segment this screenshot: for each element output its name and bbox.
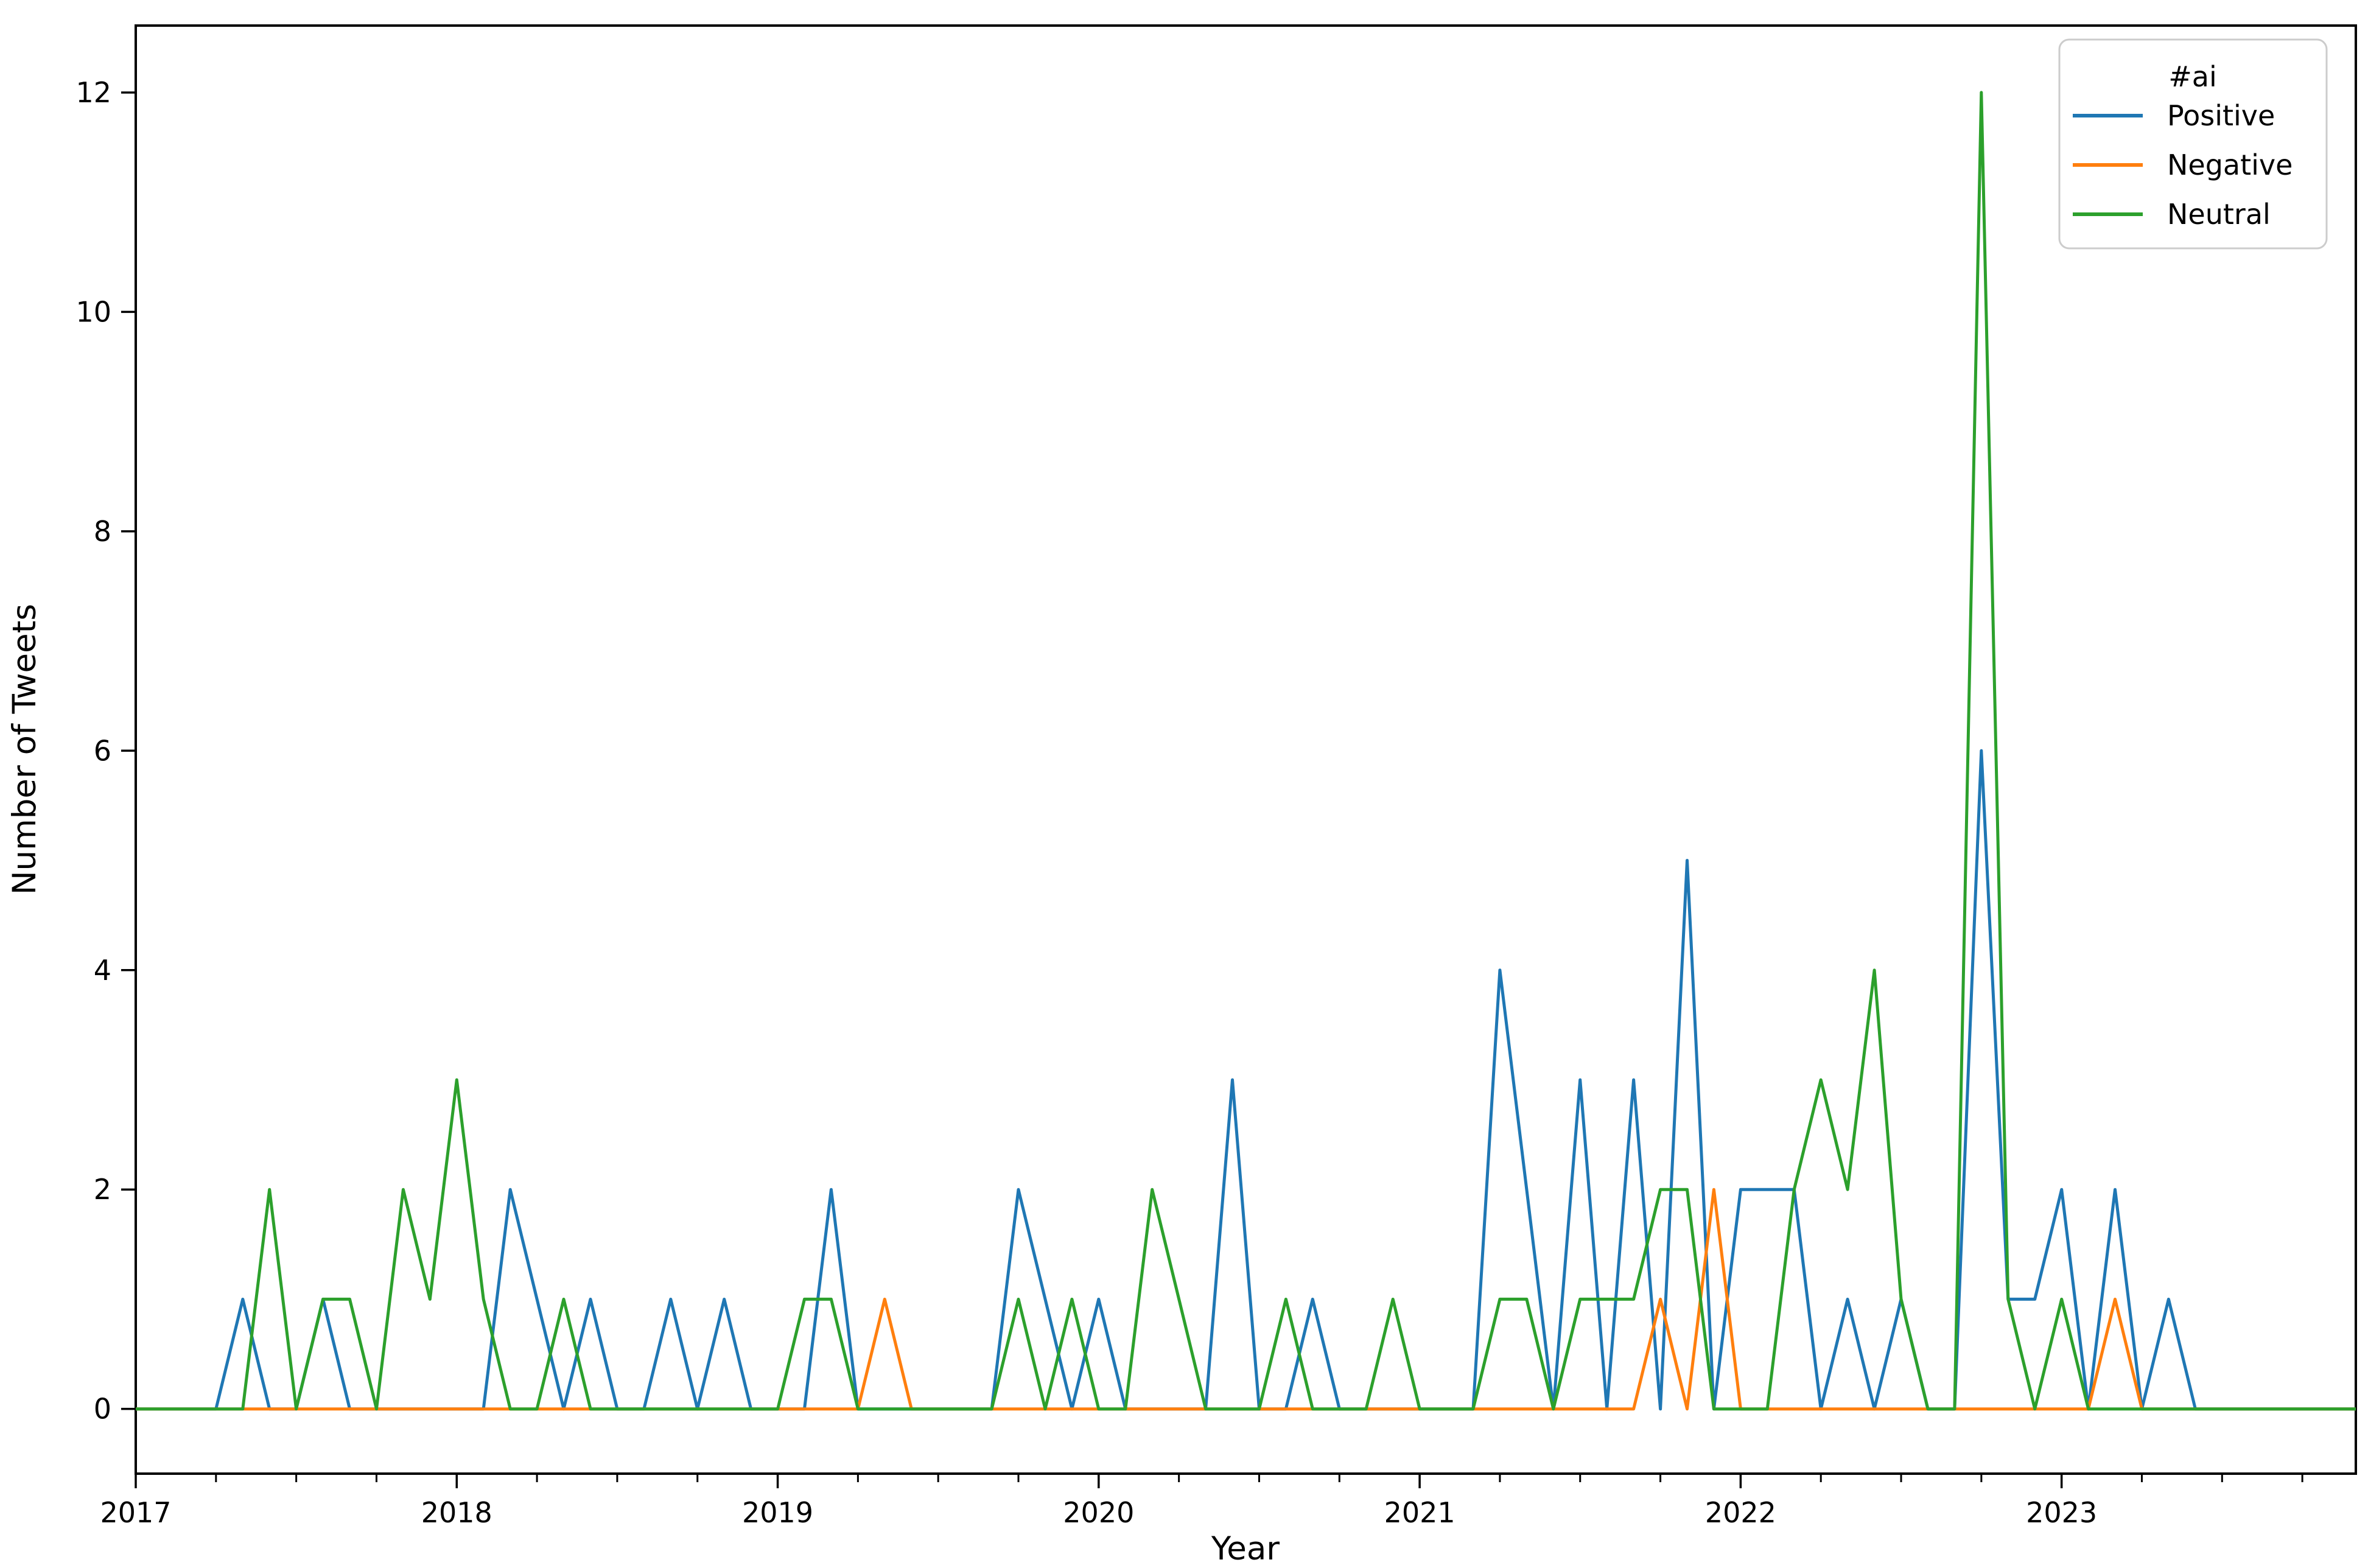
y-tick-label: 10 — [75, 295, 111, 328]
x-tick-label: 2019 — [742, 1496, 813, 1529]
axis-ticks — [121, 91, 2303, 1488]
x-tick-label: 2021 — [1384, 1496, 1455, 1529]
y-tick-label: 8 — [94, 515, 111, 548]
x-tick-label: 2020 — [1063, 1496, 1134, 1529]
x-axis-label: Year — [1211, 1530, 1280, 1567]
legend: #ai Positive Negative Neutral — [2058, 38, 2328, 250]
x-tick-label: 2023 — [2026, 1496, 2097, 1529]
legend-label-positive: Positive — [2167, 99, 2275, 132]
legend-title: #ai — [2168, 60, 2217, 93]
series-line-positive — [136, 749, 2356, 1411]
x-tick-label: 2022 — [1705, 1496, 1776, 1529]
y-tick-label: 4 — [94, 954, 111, 987]
data-series-lines — [136, 91, 2356, 1411]
legend-label-neutral: Neutral — [2167, 198, 2271, 231]
x-tick-label: 2018 — [421, 1496, 492, 1529]
series-line-neutral — [136, 91, 2356, 1411]
y-axis-label: Number of Tweets — [6, 604, 43, 895]
x-tick-label: 2017 — [100, 1496, 171, 1529]
y-tick-labels: 0 2 4 6 8 10 12 — [75, 76, 111, 1426]
y-tick-label: 0 — [94, 1393, 111, 1426]
legend-box — [2058, 38, 2328, 250]
y-tick-label: 6 — [94, 734, 111, 767]
plot-frame — [135, 24, 2357, 1475]
y-tick-label: 2 — [94, 1173, 111, 1206]
legend-label-negative: Negative — [2167, 149, 2293, 181]
x-tick-labels: 2017 2018 2019 2020 2021 2022 2023 — [100, 1496, 2097, 1529]
y-tick-label: 12 — [75, 76, 111, 109]
